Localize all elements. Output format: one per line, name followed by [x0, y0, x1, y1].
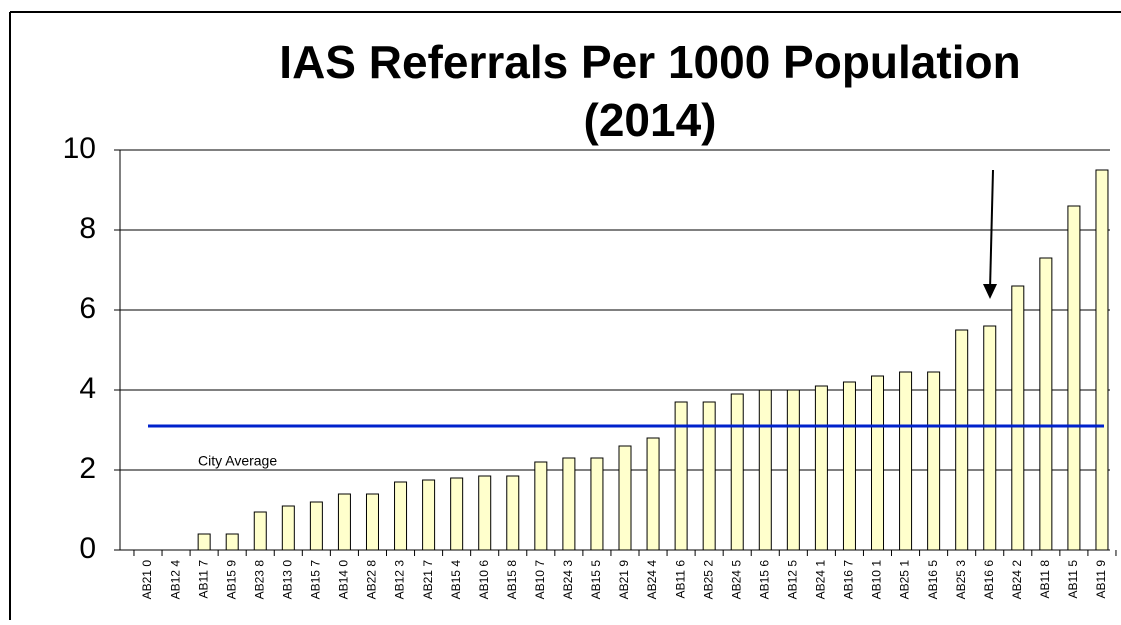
x-tick-label: AB23 8: [252, 560, 266, 600]
bar: [365, 493, 379, 551]
x-tick-label: AB21 7: [421, 560, 435, 600]
x-tick-label: AB24 5: [729, 560, 743, 600]
chart-title: (2014): [584, 94, 717, 146]
bar: [758, 389, 772, 551]
x-tick-label: AB15 9: [224, 560, 238, 600]
y-tick-label: 0: [79, 532, 96, 565]
bar: [394, 481, 408, 551]
x-tick-label: AB10 6: [477, 560, 491, 600]
bar: [983, 325, 997, 551]
x-tick-label: AB24 3: [561, 560, 575, 600]
bar: [871, 375, 885, 551]
x-tick-label: AB11 5: [1066, 560, 1080, 599]
x-tick-label: AB15 6: [757, 560, 771, 600]
x-tick-label: AB24 4: [645, 560, 659, 600]
x-tick-label: AB21 0: [140, 560, 154, 600]
x-tick-label: AB12 4: [168, 560, 182, 600]
x-tick-label: AB11 6: [673, 560, 687, 599]
bar: [730, 393, 744, 551]
x-tick-label: AB15 4: [449, 560, 463, 600]
bar: [422, 479, 436, 551]
bar: [618, 445, 632, 551]
bar: [197, 533, 211, 551]
x-tick-label: AB14 0: [337, 560, 351, 600]
x-tick-label: AB24 1: [814, 560, 828, 600]
bar: [1095, 169, 1109, 551]
x-tick-label: AB25 3: [954, 560, 968, 600]
bar: [899, 371, 913, 551]
x-tick-label: AB15 7: [309, 560, 323, 600]
bar: [478, 475, 492, 551]
x-tick-label: AB10 1: [870, 560, 884, 600]
x-tick-label: AB11 8: [1038, 560, 1052, 599]
bar: [225, 533, 239, 551]
bar: [450, 477, 464, 551]
x-tick-label: AB11 7: [196, 560, 210, 599]
bar: [309, 501, 323, 551]
bar: [1039, 257, 1053, 551]
x-tick-label: AB16 6: [982, 560, 996, 600]
bar: [506, 475, 520, 551]
bar: [955, 329, 969, 551]
bar: [534, 461, 548, 551]
bar: [337, 493, 351, 551]
x-tick-label: AB10 7: [533, 560, 547, 600]
x-tick-label: AB16 7: [842, 560, 856, 600]
x-tick-label: AB11 9: [1094, 560, 1108, 599]
arrow-head: [983, 284, 997, 299]
y-tick-label: 4: [79, 372, 96, 405]
chart-title: IAS Referrals Per 1000 Population: [279, 36, 1020, 88]
x-tick-label: AB16 5: [926, 560, 940, 600]
bar: [786, 389, 800, 551]
y-tick-label: 8: [79, 212, 96, 245]
bar: [253, 511, 267, 551]
x-tick-label: AB24 2: [1010, 560, 1024, 600]
x-tick-label: AB15 8: [505, 560, 519, 600]
bar: [590, 457, 604, 551]
x-tick-label: AB15 5: [589, 560, 603, 600]
bar: [1067, 205, 1081, 551]
x-tick-label: AB22 8: [365, 560, 379, 600]
bar: [1011, 285, 1025, 551]
bar: [702, 401, 716, 551]
reference-label: City Average: [198, 453, 277, 469]
bar: [562, 457, 576, 551]
bar: [674, 401, 688, 551]
bar: [281, 505, 295, 551]
bar: [814, 385, 828, 551]
x-tick-label: AB25 1: [898, 560, 912, 600]
bar: [646, 437, 660, 551]
y-tick-label: 2: [79, 452, 96, 485]
x-tick-label: AB12 3: [393, 560, 407, 600]
y-tick-label: 6: [79, 292, 96, 325]
bar: [927, 371, 941, 551]
y-tick-label: 10: [63, 132, 96, 165]
x-tick-label: AB12 5: [786, 560, 800, 600]
x-tick-label: AB21 9: [617, 560, 631, 600]
x-tick-label: AB25 2: [701, 560, 715, 600]
x-tick-label: AB13 0: [280, 560, 294, 600]
bar: [842, 381, 856, 551]
